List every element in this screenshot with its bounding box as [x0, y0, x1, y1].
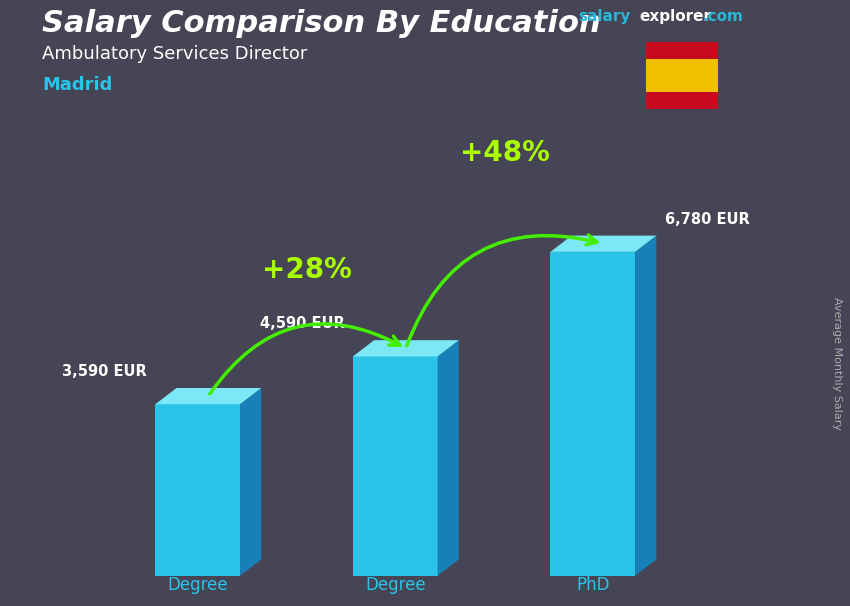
Polygon shape [353, 340, 459, 356]
Text: +48%: +48% [460, 139, 550, 167]
Polygon shape [551, 252, 635, 576]
Text: Master's
Degree: Master's Degree [360, 555, 430, 594]
Text: explorer: explorer [639, 9, 711, 24]
Polygon shape [551, 236, 656, 252]
Bar [646, 93, 718, 109]
Polygon shape [156, 388, 261, 404]
Text: salary: salary [578, 9, 631, 24]
Text: 4,590 EUR: 4,590 EUR [259, 316, 344, 331]
Polygon shape [156, 404, 240, 576]
Bar [646, 42, 718, 59]
Text: 3,590 EUR: 3,590 EUR [62, 364, 147, 379]
Text: Madrid: Madrid [42, 76, 113, 94]
Polygon shape [353, 356, 438, 576]
Text: PhD: PhD [576, 576, 609, 594]
Text: 6,780 EUR: 6,780 EUR [665, 211, 750, 227]
Text: Average Monthly Salary: Average Monthly Salary [832, 297, 842, 430]
Text: .com: .com [703, 9, 744, 24]
Text: Salary Comparison By Education: Salary Comparison By Education [42, 9, 601, 38]
Bar [646, 59, 718, 93]
Text: Bachelor's
Degree: Bachelor's Degree [155, 555, 241, 594]
Text: +28%: +28% [262, 256, 352, 284]
Polygon shape [635, 236, 656, 576]
Polygon shape [438, 340, 459, 576]
Text: Ambulatory Services Director: Ambulatory Services Director [42, 45, 308, 64]
Polygon shape [240, 388, 261, 576]
